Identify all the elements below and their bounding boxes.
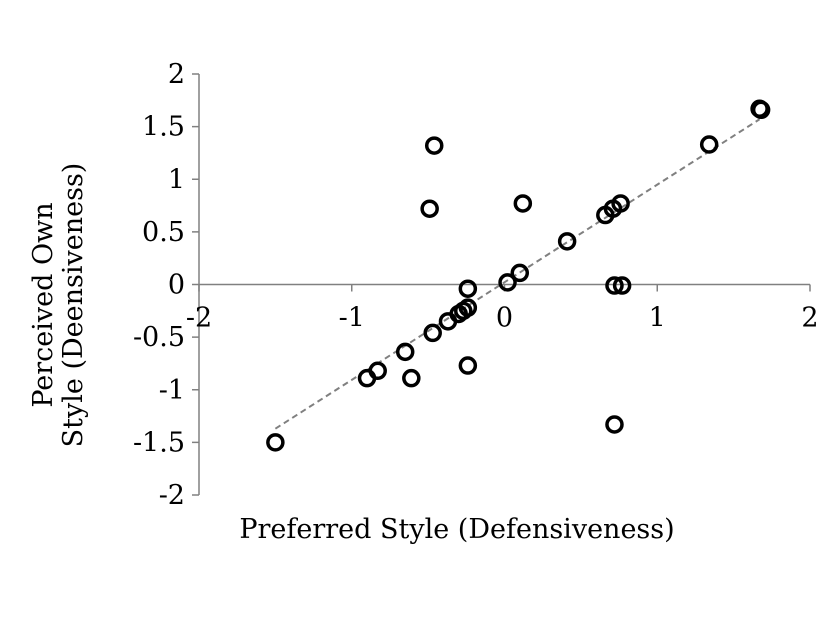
data-point xyxy=(423,323,442,343)
trendline-layer xyxy=(274,118,761,430)
data-point xyxy=(751,100,771,120)
data-point xyxy=(510,263,530,283)
x-axis-title: Preferred Style (Defensiveness) xyxy=(239,514,674,545)
y-tick-labels: -2 -1.5 -1 -0.5 0 0.5 1 1.5 2 xyxy=(133,59,185,511)
x-tick-label: 0 xyxy=(496,303,513,334)
data-point xyxy=(612,276,632,295)
y-tick-label: 0 xyxy=(168,270,185,301)
x-tick-labels: -2 -1 0 1 2 xyxy=(186,303,819,334)
y-tick-label: -1 xyxy=(159,375,185,406)
data-point xyxy=(395,342,415,362)
y-tick-label: -1.5 xyxy=(133,427,185,458)
x-tick-label: -2 xyxy=(186,303,212,334)
y-tick-label: 2 xyxy=(168,59,185,90)
y-tick-label: 1 xyxy=(168,164,185,195)
x-tick-label: 1 xyxy=(649,303,666,334)
y-tick-label: -0.5 xyxy=(133,322,185,353)
data-point xyxy=(420,199,439,218)
data-point xyxy=(513,194,533,213)
data-point xyxy=(557,232,577,251)
y-tick-label: 0.5 xyxy=(142,217,185,248)
data-point xyxy=(424,136,444,155)
data-point xyxy=(605,415,624,434)
points-layer xyxy=(266,99,771,452)
data-point xyxy=(498,273,517,292)
trendline xyxy=(274,118,761,430)
data-point xyxy=(605,276,624,295)
x-tick-label: -1 xyxy=(339,303,365,334)
data-point xyxy=(266,433,285,452)
data-point xyxy=(699,135,719,154)
data-point xyxy=(458,298,478,317)
y-axis-title-line-2: Style (Deensiveness) xyxy=(58,163,89,448)
x-tick-label: 2 xyxy=(801,303,818,334)
y-tick-label: 1.5 xyxy=(142,112,185,143)
y-tick-label: -2 xyxy=(159,480,185,511)
y-axis-title: Perceived Own Style (Deensiveness) xyxy=(28,163,89,448)
data-point xyxy=(611,194,630,213)
data-point xyxy=(368,361,387,381)
data-point xyxy=(458,356,478,375)
data-point xyxy=(402,368,421,388)
y-axis-title-line-1: Perceived Own xyxy=(28,202,59,407)
data-point xyxy=(458,279,478,298)
